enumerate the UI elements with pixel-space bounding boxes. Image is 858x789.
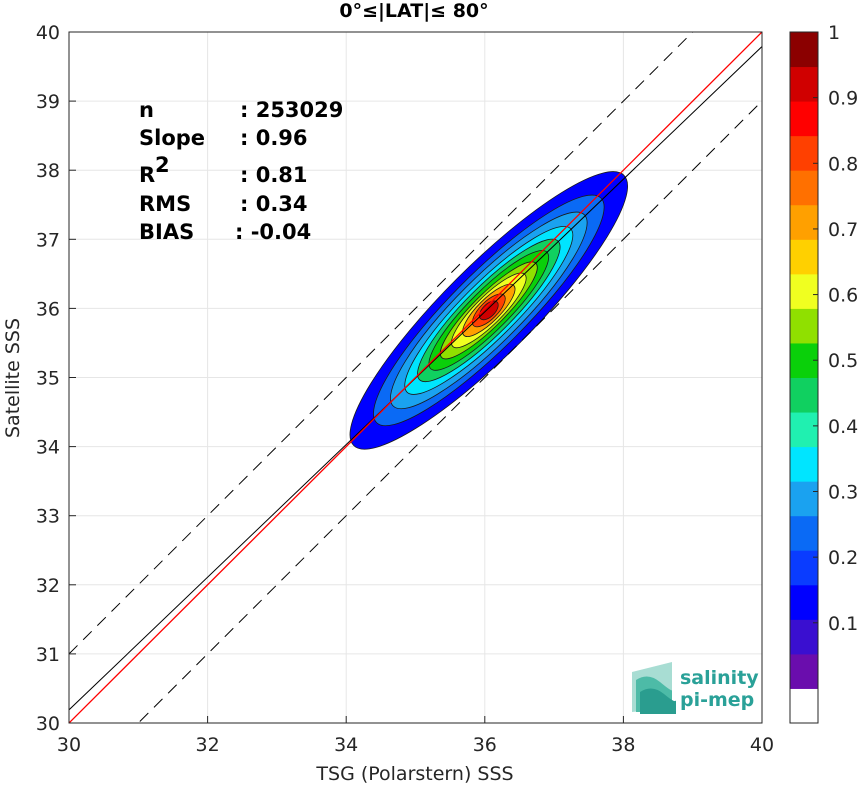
y-tick-label: 32 <box>36 575 60 597</box>
colorbar-tick-label: 0.4 <box>828 416 858 438</box>
salinity-pimep-logo: salinity pi-mep <box>632 662 759 714</box>
y-tick-label: 34 <box>36 437 60 459</box>
stat-label: RMS <box>139 192 191 216</box>
stat-label: R <box>139 163 155 187</box>
colorbar-tick-label: 0.9 <box>828 88 858 110</box>
identity-line <box>69 32 762 723</box>
x-ticks: 30 32 34 36 38 40 <box>57 716 774 756</box>
x-tick-label: 32 <box>196 734 220 756</box>
colorbar-tick-label: 0.3 <box>828 482 858 504</box>
colorbar-tick-label: 0.5 <box>828 350 858 372</box>
colorbar-segment <box>790 239 818 275</box>
stat-value: : 0.81 <box>240 163 308 187</box>
colorbar-segment <box>790 481 818 517</box>
stat-label: BIAS <box>139 220 194 244</box>
y-tick-label: 38 <box>36 160 60 182</box>
colorbar-segment <box>790 204 818 240</box>
colorbar-segment <box>790 377 818 413</box>
chart-title: 0°≤|LAT|≤ 80° <box>339 0 488 22</box>
stat-value: : 253029 <box>240 98 343 122</box>
colorbar-segment <box>790 170 818 206</box>
colorbar-segment <box>790 32 818 68</box>
colorbar-segment <box>790 135 818 171</box>
colorbar-segment <box>790 308 818 344</box>
stat-label: n <box>139 98 154 122</box>
stat-value: : 0.96 <box>240 126 308 150</box>
colorbar-segment <box>790 619 818 655</box>
y-tick-label: 31 <box>36 644 60 666</box>
colorbar-segment <box>790 101 818 137</box>
colorbar-tick-label: 0.7 <box>828 219 858 241</box>
y-tick-label: 35 <box>36 368 60 390</box>
colorbar-ticks: 0.1 0.2 0.3 0.4 0.5 0.6 0.7 0.8 0.9 1 <box>813 22 858 635</box>
logo-mark-icon <box>632 662 676 714</box>
upper-dashed-line <box>69 32 694 655</box>
colorbar-segment <box>790 412 818 448</box>
colorbar-segment <box>790 273 818 309</box>
colorbar-tick-label: 0.6 <box>828 285 858 307</box>
x-tick-label: 38 <box>611 734 635 756</box>
lower-dashed-line <box>137 100 762 723</box>
logo-line1: salinity <box>680 667 759 689</box>
colorbar-tick-label: 1 <box>828 22 840 44</box>
y-axis-label: Satellite SSS <box>2 318 24 438</box>
colorbar-segment <box>790 66 818 102</box>
density-contour-band <box>478 300 499 321</box>
x-tick-label: 30 <box>57 734 81 756</box>
stat-value: : 0.34 <box>240 192 308 216</box>
logo-line2: pi-mep <box>680 689 754 711</box>
reference-lines <box>69 32 762 723</box>
colorbar-frame <box>789 31 819 724</box>
colorbar-segment <box>790 584 818 620</box>
stat-value: : -0.04 <box>235 220 311 244</box>
colorbar-tick-label: 0.8 <box>828 153 858 175</box>
stat-label: Slope <box>139 126 205 150</box>
colorbar-segment <box>790 550 818 586</box>
colorbar-tick-label: 0.1 <box>828 613 858 635</box>
y-ticks: 30 31 32 33 34 35 36 37 38 39 40 <box>36 22 76 735</box>
stats-box: n : 253029 Slope : 0.96 R 2 : 0.81 RMS : 0.34 BIA… <box>139 98 343 244</box>
colorbar-segment <box>790 515 818 551</box>
colorbar <box>789 31 819 724</box>
y-tick-label: 36 <box>36 298 60 320</box>
x-axis-label: TSG (Polarstern) SSS <box>315 763 513 785</box>
x-tick-label: 40 <box>750 734 774 756</box>
colorbar-segment <box>790 446 818 482</box>
colorbar-segment <box>790 688 818 724</box>
plot-area <box>68 31 763 724</box>
stat-superscript: 2 <box>155 153 170 177</box>
y-tick-label: 37 <box>36 229 60 251</box>
colorbar-tick-label: 0.2 <box>828 547 858 569</box>
y-tick-label: 30 <box>36 713 60 735</box>
x-tick-label: 36 <box>473 734 497 756</box>
y-tick-label: 40 <box>36 22 60 44</box>
colorbar-segment <box>790 653 818 689</box>
y-tick-label: 33 <box>36 506 60 528</box>
x-tick-label: 34 <box>334 734 358 756</box>
y-tick-label: 39 <box>36 91 60 113</box>
